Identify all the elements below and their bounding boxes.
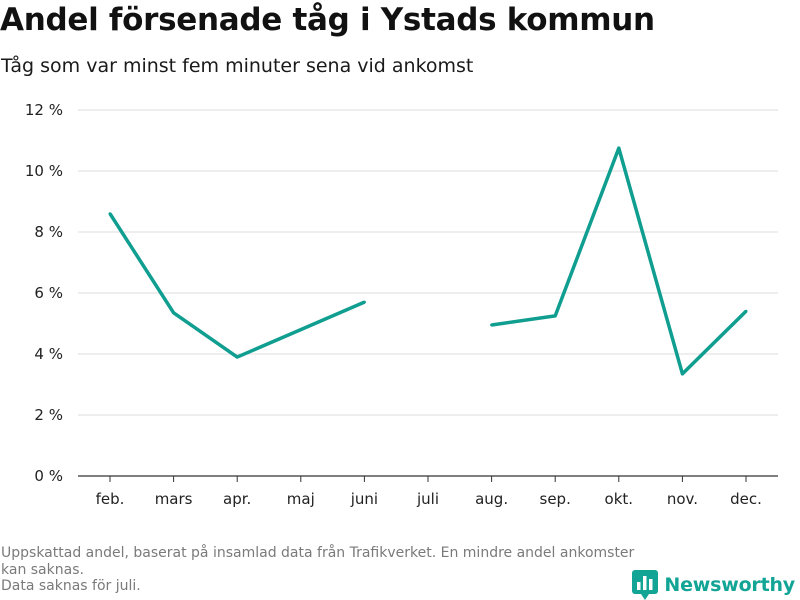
x-tick-label: nov. bbox=[667, 490, 698, 508]
data-point bbox=[235, 355, 239, 359]
data-point bbox=[617, 146, 621, 150]
x-tick-label: juli bbox=[416, 490, 439, 508]
footnote-missing-data: Data saknas för juli. bbox=[1, 578, 141, 594]
data-point bbox=[553, 314, 557, 318]
footnote-source: Uppskattad andel, baserat på insamlad da… bbox=[1, 545, 635, 578]
line-chart: 0 % 2 % 4 % 6 % 8 % 10 % 12 % feb. mars apr. maj j… bbox=[25, 101, 778, 508]
brand-name: Newsworthy bbox=[664, 574, 795, 596]
data-point bbox=[490, 323, 494, 327]
chart-title: Andel försenade tåg i Ystads kommun bbox=[0, 2, 655, 38]
y-tick-label: 0 % bbox=[34, 467, 63, 485]
y-axis-ticks: 0 % 2 % 4 % 6 % 8 % 10 % 12 % bbox=[25, 101, 63, 485]
series-lines bbox=[108, 146, 748, 376]
y-tick-label: 12 % bbox=[25, 101, 63, 119]
data-point bbox=[299, 328, 303, 332]
x-tick-label: maj bbox=[287, 490, 315, 508]
y-tick-label: 8 % bbox=[34, 223, 63, 241]
y-tick-label: 6 % bbox=[34, 284, 63, 302]
x-tick-label: okt. bbox=[605, 490, 634, 508]
data-point bbox=[172, 311, 176, 315]
x-tick-label: feb. bbox=[96, 490, 125, 508]
x-tick-label: sep. bbox=[540, 490, 571, 508]
x-tick-label: juni bbox=[350, 490, 378, 508]
y-tick-label: 4 % bbox=[34, 345, 63, 363]
grid-lines bbox=[78, 109, 778, 477]
data-point bbox=[744, 309, 748, 313]
x-axis-ticks: feb. mars apr. maj juni juli aug. sep. okt. nov. d… bbox=[96, 476, 762, 508]
data-point bbox=[362, 300, 366, 304]
series-line-segment bbox=[108, 212, 366, 359]
bar-chart-logo-icon bbox=[632, 570, 659, 600]
data-point bbox=[108, 212, 112, 216]
data-point bbox=[680, 372, 684, 376]
chart-subtitle: Tåg som var minst fem minuter sena vid a… bbox=[1, 55, 474, 77]
x-tick-label: aug. bbox=[475, 490, 508, 508]
newsworthy-brand: Newsworthy bbox=[632, 570, 795, 600]
series-line-segment bbox=[491, 146, 748, 376]
x-tick-label: apr. bbox=[223, 490, 251, 508]
x-tick-label: mars bbox=[155, 490, 193, 508]
footnote: Uppskattad andel, baserat på insamlad da… bbox=[1, 545, 641, 595]
y-tick-label: 10 % bbox=[25, 162, 63, 180]
y-tick-label: 2 % bbox=[34, 406, 63, 424]
x-tick-label: dec. bbox=[730, 490, 762, 508]
